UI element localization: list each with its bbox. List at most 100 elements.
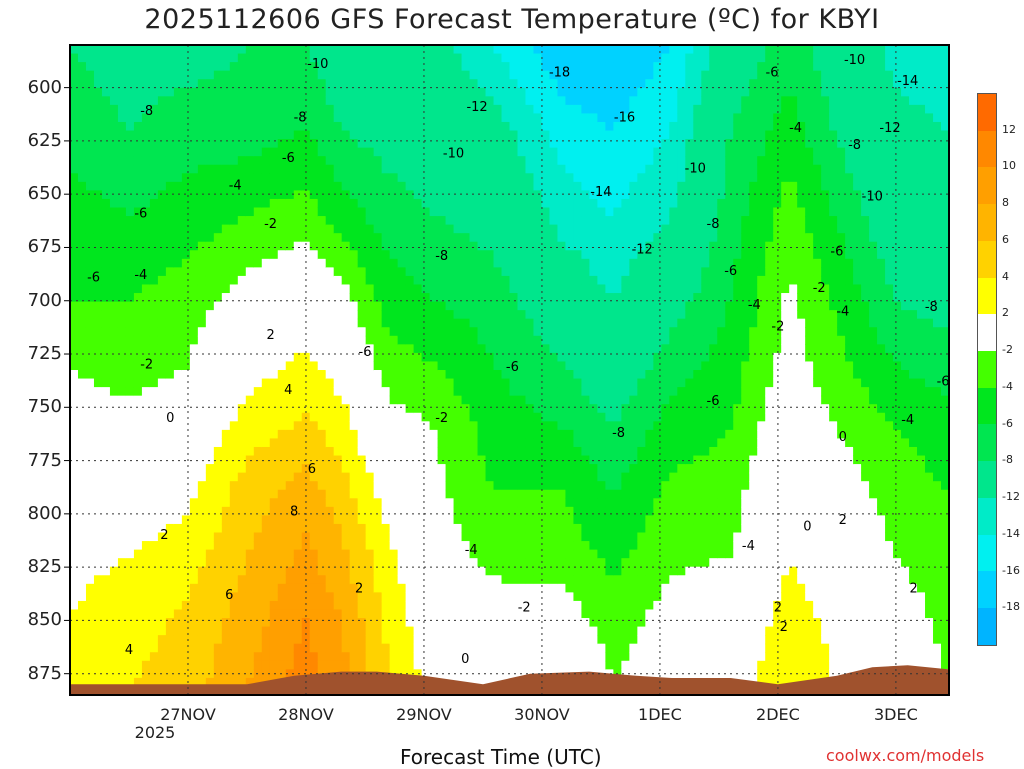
temperature-cell xyxy=(117,267,127,277)
temperature-cell xyxy=(213,635,223,645)
temperature-cell xyxy=(157,70,167,80)
temperature-cell xyxy=(573,481,583,491)
temperature-cell xyxy=(517,395,527,405)
temperature-cell xyxy=(373,446,383,457)
temperature-cell xyxy=(181,635,191,645)
temperature-cell xyxy=(221,173,231,183)
temperature-cell xyxy=(565,464,575,474)
temperature-cell xyxy=(373,327,383,337)
temperature-cell xyxy=(197,79,207,89)
temperature-cell xyxy=(157,233,167,243)
temperature-cell xyxy=(149,241,159,251)
temperature-cell xyxy=(77,370,87,380)
temperature-cell xyxy=(453,429,463,440)
temperature-cell xyxy=(141,515,151,525)
temperature-cell xyxy=(229,558,239,568)
temperature-cell xyxy=(533,532,543,542)
temperature-cell xyxy=(405,275,415,286)
temperature-cell xyxy=(565,352,575,363)
temperature-cell xyxy=(501,70,511,80)
temperature-cell xyxy=(533,592,543,602)
temperature-cell xyxy=(133,207,143,217)
temperature-cell xyxy=(525,387,535,397)
temperature-cell xyxy=(437,250,447,260)
temperature-cell xyxy=(405,618,415,628)
temperature-cell xyxy=(589,387,598,397)
temperature-cell xyxy=(437,258,447,268)
temperature-cell xyxy=(501,147,511,157)
temperature-cell xyxy=(501,481,511,491)
temperature-cell xyxy=(381,164,391,174)
temperature-cell xyxy=(493,207,503,217)
temperature-cell xyxy=(253,113,263,123)
temperature-cell xyxy=(141,53,151,63)
temperature-cell xyxy=(261,275,271,286)
temperature-cell xyxy=(357,600,367,611)
temperature-cell xyxy=(517,446,527,457)
temperature-cell xyxy=(261,190,271,200)
temperature-cell xyxy=(221,643,231,653)
temperature-cell xyxy=(85,575,95,585)
temperature-cell xyxy=(277,45,287,55)
temperature-cell xyxy=(173,378,183,388)
temperature-cell xyxy=(389,70,399,80)
temperature-cell xyxy=(445,652,455,662)
temperature-cell xyxy=(229,335,239,345)
temperature-cell xyxy=(101,618,111,628)
temperature-cell xyxy=(589,96,598,106)
temperature-cell xyxy=(197,87,207,97)
temperature-cell xyxy=(397,45,407,55)
temperature-cell xyxy=(509,506,519,516)
temperature-cell xyxy=(253,609,263,619)
temperature-cell xyxy=(133,70,143,80)
temperature-cell xyxy=(269,541,279,551)
temperature-cell xyxy=(445,130,455,140)
temperature-cell xyxy=(109,549,119,559)
temperature-cell xyxy=(109,318,119,328)
temperature-cell xyxy=(509,404,519,414)
temperature-cell xyxy=(317,327,327,337)
temperature-cell xyxy=(309,395,319,405)
temperature-cell xyxy=(341,258,351,268)
temperature-cell xyxy=(125,45,135,55)
temperature-cell xyxy=(93,387,103,397)
temperature-cell xyxy=(509,113,519,123)
temperature-cell xyxy=(549,352,559,363)
temperature-cell xyxy=(373,532,383,542)
temperature-cell xyxy=(117,575,127,585)
temperature-cell xyxy=(109,575,119,585)
temperature-cell xyxy=(221,301,231,311)
temperature-cell xyxy=(237,626,247,636)
temperature-cell xyxy=(189,87,199,97)
temperature-cell xyxy=(341,147,351,157)
temperature-cell xyxy=(189,62,199,72)
temperature-cell xyxy=(589,378,598,388)
temperature-cell xyxy=(213,429,223,440)
temperature-cell xyxy=(421,541,431,551)
temperature-cell xyxy=(189,241,199,251)
temperature-cell xyxy=(485,626,495,636)
temperature-cell xyxy=(309,558,319,568)
temperature-cell xyxy=(301,626,311,636)
temperature-cell xyxy=(389,241,399,251)
temperature-cell xyxy=(261,79,271,89)
temperature-cell xyxy=(549,481,559,491)
temperature-cell xyxy=(221,241,231,251)
temperature-cell xyxy=(373,506,383,516)
temperature-cell xyxy=(245,250,255,260)
temperature-cell xyxy=(485,455,495,465)
temperature-cell xyxy=(149,489,159,499)
temperature-cell xyxy=(85,207,95,217)
temperature-cell xyxy=(149,600,159,611)
temperature-cell xyxy=(293,378,303,388)
temperature-cell xyxy=(117,258,127,268)
temperature-cell xyxy=(109,113,119,123)
temperature-cell xyxy=(453,139,463,149)
temperature-cell xyxy=(373,258,383,268)
temperature-cell xyxy=(221,293,231,303)
temperature-cell xyxy=(509,250,519,260)
temperature-cell xyxy=(421,446,431,457)
temperature-cell xyxy=(70,70,79,80)
temperature-cell xyxy=(93,446,103,457)
temperature-cell xyxy=(429,472,439,482)
